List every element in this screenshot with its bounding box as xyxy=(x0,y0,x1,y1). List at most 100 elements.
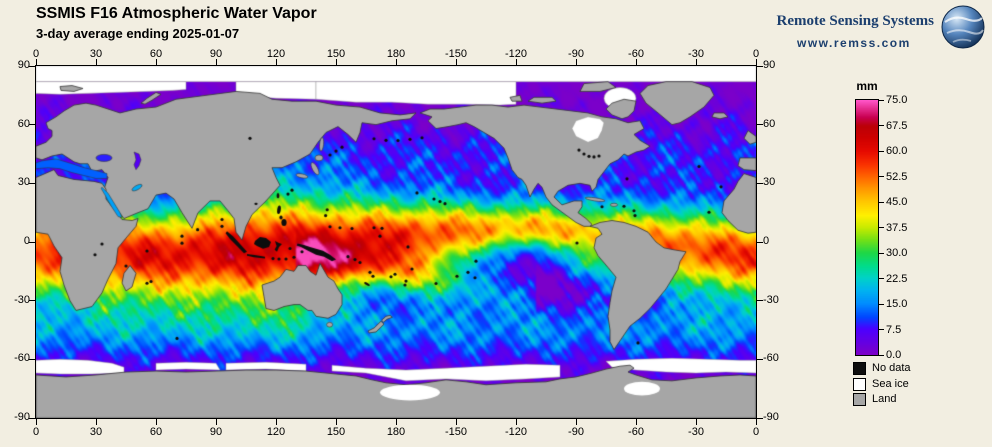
page-title: SSMIS F16 Atmospheric Water Vapor xyxy=(36,5,317,22)
remss-url-link[interactable]: www.remss.com xyxy=(797,36,911,50)
legend-label: Sea ice xyxy=(872,377,909,390)
lat-tick-mark xyxy=(29,358,36,360)
lon-tick-mark xyxy=(335,59,337,66)
lon-tick-label-bottom: 180 xyxy=(386,426,406,438)
lat-tick-mark xyxy=(29,300,36,302)
lat-tick-label-right: 30 xyxy=(763,176,776,189)
world-map-canvas xyxy=(36,66,756,418)
legend-item-sea-ice: Sea ice xyxy=(853,377,973,393)
lat-tick-label-left: 90 xyxy=(17,59,30,71)
lon-tick-label-top: -30 xyxy=(688,48,704,60)
lon-tick-mark xyxy=(395,59,397,66)
remss-brand-name: Remote Sensing Systems xyxy=(776,13,935,29)
lat-tick-mark xyxy=(29,241,36,243)
legend-swatch xyxy=(853,362,866,375)
lon-tick-mark xyxy=(215,59,217,66)
lon-tick-mark xyxy=(215,418,217,425)
colorbar xyxy=(855,99,879,356)
colorbar-tick-label: 75.0 xyxy=(886,94,908,106)
lon-tick-mark xyxy=(635,59,637,66)
lat-tick-mark xyxy=(756,65,763,67)
lon-tick-label-top: -120 xyxy=(504,48,528,60)
colorbar-canvas xyxy=(856,100,878,355)
lon-tick-mark xyxy=(155,418,157,425)
colorbar-tick-label: 15.0 xyxy=(886,298,908,310)
lon-tick-mark xyxy=(455,59,457,66)
colorbar-tick-label: 45.0 xyxy=(886,196,908,208)
lat-tick-label-left: -60 xyxy=(14,352,30,365)
lat-tick-mark xyxy=(756,182,763,184)
legend-item-land: Land xyxy=(853,393,973,408)
lon-tick-label-top: 150 xyxy=(326,48,346,60)
lon-tick-label-bottom: 0 xyxy=(752,426,760,438)
lon-tick-mark xyxy=(275,418,277,425)
lon-tick-label-top: -90 xyxy=(568,48,584,60)
lon-tick-label-bottom: -150 xyxy=(444,426,468,438)
lon-tick-label-top: -150 xyxy=(444,48,468,60)
lon-tick-mark xyxy=(95,418,97,425)
colorbar-tick-label: 67.5 xyxy=(886,119,908,132)
lon-tick-label-top: 0 xyxy=(32,48,40,60)
legend-swatch xyxy=(853,393,866,406)
lon-tick-label-top: -60 xyxy=(628,48,644,60)
page-subtitle: 3-day average ending 2025-01-07 xyxy=(36,26,240,41)
lon-tick-label-bottom: -60 xyxy=(628,426,644,438)
lon-tick-mark xyxy=(335,418,337,425)
lon-tick-mark xyxy=(455,418,457,425)
lon-tick-label-bottom: -120 xyxy=(504,426,528,438)
colorbar-tick-mark xyxy=(879,252,884,254)
lon-tick-mark xyxy=(155,59,157,66)
lat-tick-label-left: 60 xyxy=(17,117,30,130)
colorbar-tick-mark xyxy=(879,303,884,305)
lat-tick-label-left: 30 xyxy=(17,176,30,189)
lat-tick-label-left: -30 xyxy=(14,293,30,306)
lon-tick-label-top: 30 xyxy=(89,48,103,60)
lon-tick-mark xyxy=(515,418,517,425)
lon-tick-mark xyxy=(695,418,697,425)
lat-tick-label-left: 0 xyxy=(23,235,30,247)
colorbar-tick-label: 7.5 xyxy=(886,323,902,336)
colorbar-tick-mark xyxy=(879,150,884,152)
lat-tick-mark xyxy=(756,124,763,126)
colorbar-tick-mark xyxy=(879,329,884,330)
lon-tick-label-top: 60 xyxy=(149,48,163,60)
map-plot-area xyxy=(35,65,757,419)
lat-tick-mark xyxy=(756,300,763,302)
legend-swatch xyxy=(853,377,866,391)
lat-tick-mark xyxy=(29,65,36,67)
lat-tick-label-right: -30 xyxy=(763,293,779,306)
lon-tick-label-bottom: -30 xyxy=(688,426,704,438)
lon-tick-mark xyxy=(35,418,37,425)
lon-tick-mark xyxy=(275,59,277,66)
lon-tick-mark xyxy=(755,59,757,66)
lat-tick-mark xyxy=(756,417,763,419)
lon-tick-label-bottom: 60 xyxy=(149,426,163,438)
colorbar-tick-label: 0.0 xyxy=(886,349,902,361)
lon-tick-mark xyxy=(35,59,37,66)
lat-tick-label-right: 0 xyxy=(763,235,770,247)
lat-tick-mark xyxy=(29,124,36,126)
lon-tick-label-top: 0 xyxy=(752,48,760,60)
lon-tick-label-top: 120 xyxy=(266,48,286,60)
colorbar-tick-mark xyxy=(879,354,884,356)
lon-tick-label-bottom: 30 xyxy=(89,426,103,438)
lat-tick-mark xyxy=(29,182,36,184)
colorbar-tick-mark xyxy=(879,99,884,101)
colorbar-tick-label: 52.5 xyxy=(886,170,908,183)
lon-tick-mark xyxy=(575,418,577,425)
lon-tick-mark xyxy=(695,59,697,66)
colorbar-tick-mark xyxy=(879,176,884,177)
remss-globe-logo[interactable] xyxy=(941,5,985,49)
legend-label: No data xyxy=(872,362,911,374)
lat-tick-label-right: -60 xyxy=(763,352,779,365)
lon-tick-mark xyxy=(755,418,757,425)
colorbar-tick-label: 30.0 xyxy=(886,247,908,259)
colorbar-tick-mark xyxy=(879,201,884,203)
lat-tick-mark xyxy=(29,417,36,419)
lon-tick-mark xyxy=(395,418,397,425)
lat-tick-mark xyxy=(756,358,763,360)
legend-item-no-data: No data xyxy=(853,362,973,377)
colorbar-tick-label: 22.5 xyxy=(886,272,908,285)
colorbar-tick-label: 37.5 xyxy=(886,221,908,234)
